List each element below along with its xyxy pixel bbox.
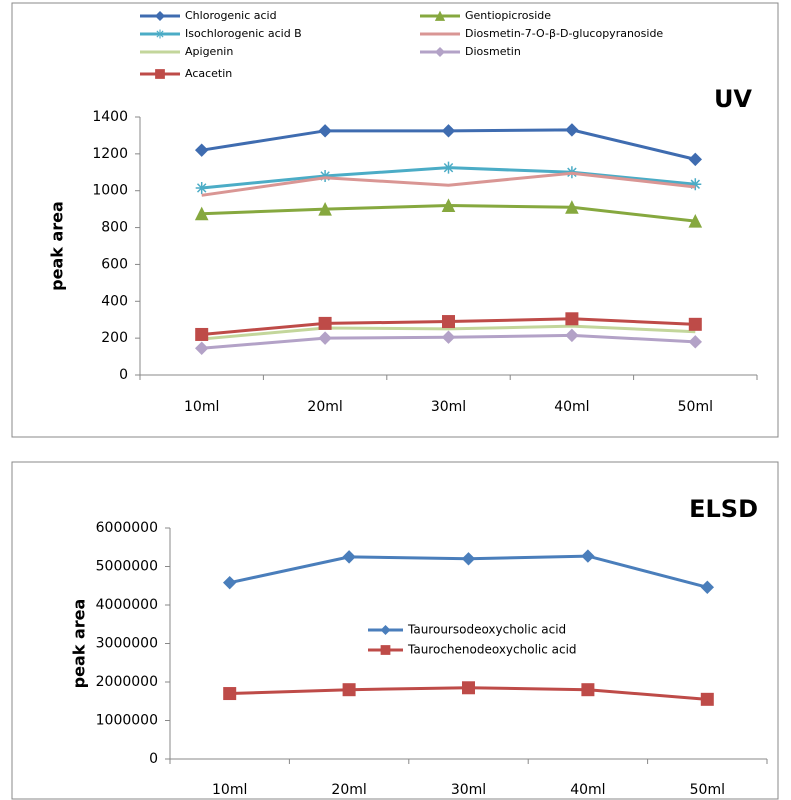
y-tick-label: 1000000 bbox=[96, 713, 158, 729]
x-tick-label: 50ml bbox=[678, 399, 713, 415]
chart-title: UV bbox=[714, 85, 752, 113]
marker bbox=[700, 580, 715, 594]
marker bbox=[565, 200, 579, 214]
series-line bbox=[201, 171, 696, 197]
marker bbox=[342, 683, 356, 697]
y-tick-label: 1200 bbox=[92, 146, 128, 162]
x-tick-label: 40ml bbox=[570, 782, 605, 798]
legend-marker bbox=[380, 624, 391, 636]
legend-label: Diosmetin-7-O-β-D-glucopyranoside bbox=[465, 27, 663, 40]
marker bbox=[195, 181, 208, 194]
marker bbox=[194, 341, 209, 355]
x-tick-label: 50ml bbox=[690, 782, 725, 798]
marker bbox=[318, 202, 332, 216]
legend-label: Tauroursodeoxycholic acid bbox=[407, 623, 566, 637]
marker bbox=[318, 316, 332, 330]
x-tick-label: 30ml bbox=[451, 782, 486, 798]
legend-label: Diosmetin bbox=[465, 45, 521, 58]
marker bbox=[581, 683, 595, 697]
marker bbox=[441, 124, 456, 138]
y-tick-label: 4000000 bbox=[96, 597, 158, 613]
marker bbox=[442, 315, 455, 329]
legend-label: Gentiopicroside bbox=[465, 9, 551, 22]
series-line bbox=[201, 324, 696, 341]
legend-label: Isochlorogenic acid B bbox=[185, 27, 302, 40]
marker bbox=[195, 327, 209, 341]
x-tick-label: 20ml bbox=[331, 782, 366, 798]
y-tick-label: 5000000 bbox=[96, 559, 158, 575]
marker bbox=[462, 681, 475, 695]
legend-marker bbox=[434, 46, 446, 58]
legend-marker bbox=[155, 69, 165, 79]
marker bbox=[194, 143, 209, 157]
marker bbox=[688, 152, 703, 167]
x-tick-label: 40ml bbox=[554, 399, 589, 415]
x-tick-label: 30ml bbox=[431, 399, 466, 415]
marker bbox=[565, 312, 579, 326]
marker bbox=[441, 330, 456, 344]
marker bbox=[581, 549, 595, 563]
y-tick-label: 1400 bbox=[92, 109, 128, 125]
marker bbox=[689, 178, 702, 191]
x-tick-label: 10ml bbox=[212, 782, 247, 798]
marker bbox=[688, 335, 703, 349]
y-tick-label: 800 bbox=[101, 220, 128, 236]
legend-label: Taurochenodeoxycholic acid bbox=[407, 643, 577, 657]
marker bbox=[461, 552, 476, 566]
marker bbox=[222, 575, 237, 590]
legend-marker bbox=[155, 29, 165, 39]
y-tick-label: 1000 bbox=[92, 183, 128, 199]
marker bbox=[565, 123, 579, 137]
chart: 0 200 400 600 800 1000 1200 1400 10ml 20ml 30ml 40m… bbox=[11, 2, 779, 438]
legend-marker bbox=[434, 10, 446, 21]
marker bbox=[442, 161, 455, 174]
marker bbox=[700, 692, 714, 706]
chart: 0 1000000 2000000 3000000 4000000 5000000 6000… bbox=[11, 461, 779, 800]
marker bbox=[318, 331, 332, 345]
y-tick-label: 200 bbox=[101, 330, 128, 346]
marker bbox=[318, 124, 332, 138]
marker bbox=[441, 198, 456, 212]
marker bbox=[319, 169, 332, 182]
marker bbox=[194, 206, 209, 221]
chart-title: ELSD bbox=[689, 495, 758, 523]
legend-label: Acacetin bbox=[185, 67, 232, 80]
y-tick-label: 600 bbox=[101, 256, 128, 272]
y-tick-label: 3000000 bbox=[96, 636, 158, 652]
marker bbox=[342, 550, 356, 564]
x-tick-label: 10ml bbox=[184, 399, 219, 415]
marker bbox=[688, 317, 702, 331]
y-axis-title: peak area bbox=[48, 201, 67, 291]
legend-marker bbox=[380, 645, 391, 655]
x-tick-label: 20ml bbox=[307, 399, 342, 415]
y-tick-label: 0 bbox=[119, 367, 128, 383]
y-tick-label: 0 bbox=[149, 751, 158, 767]
marker bbox=[565, 328, 579, 343]
y-tick-label: 6000000 bbox=[96, 520, 158, 536]
legend-marker bbox=[154, 10, 166, 22]
y-tick-label: 400 bbox=[101, 293, 128, 309]
marker bbox=[223, 687, 237, 701]
legend-label: Apigenin bbox=[185, 45, 233, 58]
legend-label: Chlorogenic acid bbox=[185, 9, 277, 22]
y-axis-title: peak area bbox=[70, 599, 89, 689]
marker bbox=[688, 214, 703, 228]
y-tick-label: 2000000 bbox=[96, 674, 158, 690]
